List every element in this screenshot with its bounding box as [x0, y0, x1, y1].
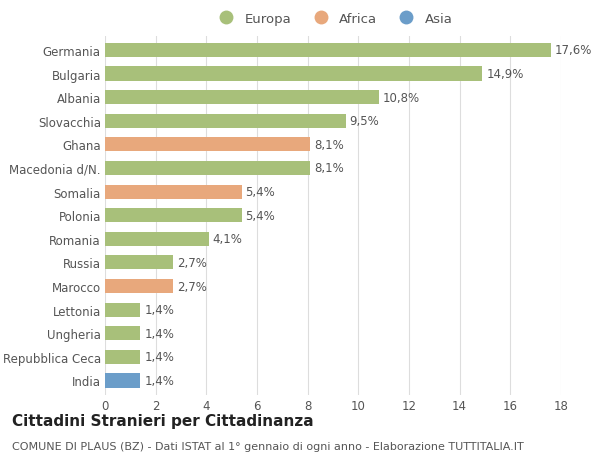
Text: 8,1%: 8,1% — [314, 139, 344, 151]
Bar — [105, 232, 209, 246]
Text: 1,4%: 1,4% — [144, 303, 174, 316]
Bar — [105, 138, 310, 152]
Bar — [105, 67, 482, 81]
Bar — [105, 303, 140, 317]
Bar — [105, 209, 242, 223]
Text: 5,4%: 5,4% — [245, 209, 275, 222]
Bar — [105, 185, 242, 199]
Text: 5,4%: 5,4% — [245, 186, 275, 199]
Bar — [105, 162, 310, 176]
Text: 4,1%: 4,1% — [212, 233, 242, 246]
Bar — [105, 44, 551, 58]
Text: COMUNE DI PLAUS (BZ) - Dati ISTAT al 1° gennaio di ogni anno - Elaborazione TUTT: COMUNE DI PLAUS (BZ) - Dati ISTAT al 1° … — [12, 441, 524, 451]
Bar — [105, 256, 173, 270]
Text: 9,5%: 9,5% — [349, 115, 379, 128]
Bar — [105, 350, 140, 364]
Text: 17,6%: 17,6% — [554, 45, 592, 57]
Bar — [105, 280, 173, 293]
Bar — [105, 326, 140, 341]
Bar — [105, 114, 346, 129]
Bar — [105, 91, 379, 105]
Text: 10,8%: 10,8% — [382, 91, 419, 105]
Bar — [105, 374, 140, 388]
Text: 14,9%: 14,9% — [486, 68, 524, 81]
Text: 1,4%: 1,4% — [144, 351, 174, 364]
Text: 2,7%: 2,7% — [177, 280, 207, 293]
Text: 1,4%: 1,4% — [144, 327, 174, 340]
Text: 1,4%: 1,4% — [144, 374, 174, 387]
Text: 8,1%: 8,1% — [314, 162, 344, 175]
Text: 2,7%: 2,7% — [177, 257, 207, 269]
Legend: Europa, Africa, Asia: Europa, Africa, Asia — [213, 13, 453, 26]
Text: Cittadini Stranieri per Cittadinanza: Cittadini Stranieri per Cittadinanza — [12, 413, 314, 428]
